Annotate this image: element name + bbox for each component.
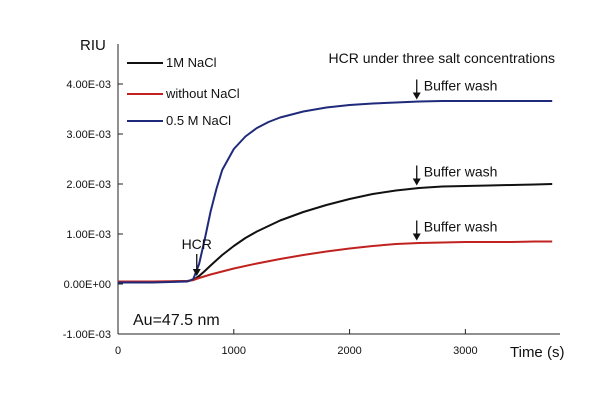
y-tick-label: 3.00E-03 bbox=[66, 129, 111, 141]
annotation-label-buffer-wash: Buffer wash bbox=[424, 219, 498, 235]
chart-title: HCR under three salt concentrations bbox=[329, 50, 555, 66]
legend-label-1m-nacl: 1M NaCl bbox=[166, 55, 217, 70]
annotation-arrow-head bbox=[412, 92, 421, 100]
y-axis-title: RIU bbox=[80, 37, 106, 54]
y-tick-label: 4.00E-03 bbox=[66, 79, 111, 91]
series-line-without-nacl bbox=[118, 240, 553, 283]
legend: 1M NaCl without NaCl 0.5 M NaCl bbox=[127, 55, 240, 128]
annotation-arrow-head bbox=[192, 269, 201, 276]
annotations: HCR Buffer wash Buffer wash Buffer wash bbox=[182, 78, 498, 276]
inset-label: Au=47.5 nm bbox=[133, 312, 220, 329]
series-line-0-5-m-nacl bbox=[118, 100, 553, 284]
series-lines bbox=[117, 100, 553, 284]
x-tick-label: 2000 bbox=[337, 345, 361, 357]
y-tick-label: 2.00E-03 bbox=[66, 179, 111, 191]
annotation-label-buffer-wash: Buffer wash bbox=[424, 164, 498, 180]
legend-label-0-5m-nacl: 0.5 M NaCl bbox=[166, 113, 231, 128]
annotation-arrow-head bbox=[412, 233, 421, 241]
annotation-arrow-head bbox=[412, 178, 421, 186]
x-tick-label: 3000 bbox=[453, 345, 477, 357]
x-axis-title: Time (s) bbox=[510, 344, 564, 361]
x-ticks: 0 1000 2000 3000 bbox=[115, 329, 478, 357]
annotation-label-hcr: HCR bbox=[182, 236, 212, 252]
x-tick-label: 1000 bbox=[222, 345, 246, 357]
annotation-label-buffer-wash: Buffer wash bbox=[424, 78, 498, 94]
y-tick-label: 1.00E-03 bbox=[66, 229, 111, 241]
y-tick-label: -1.00E-03 bbox=[63, 329, 111, 341]
legend-label-without-nacl: without NaCl bbox=[165, 86, 240, 101]
x-tick-label: 0 bbox=[115, 345, 121, 357]
series-line-1m-nacl bbox=[117, 183, 553, 284]
y-tick-label: 0.00E+00 bbox=[64, 279, 111, 291]
y-ticks: -1.00E-03 0.00E+00 1.00E-03 2.00E-03 3.00E-0… bbox=[63, 79, 123, 341]
